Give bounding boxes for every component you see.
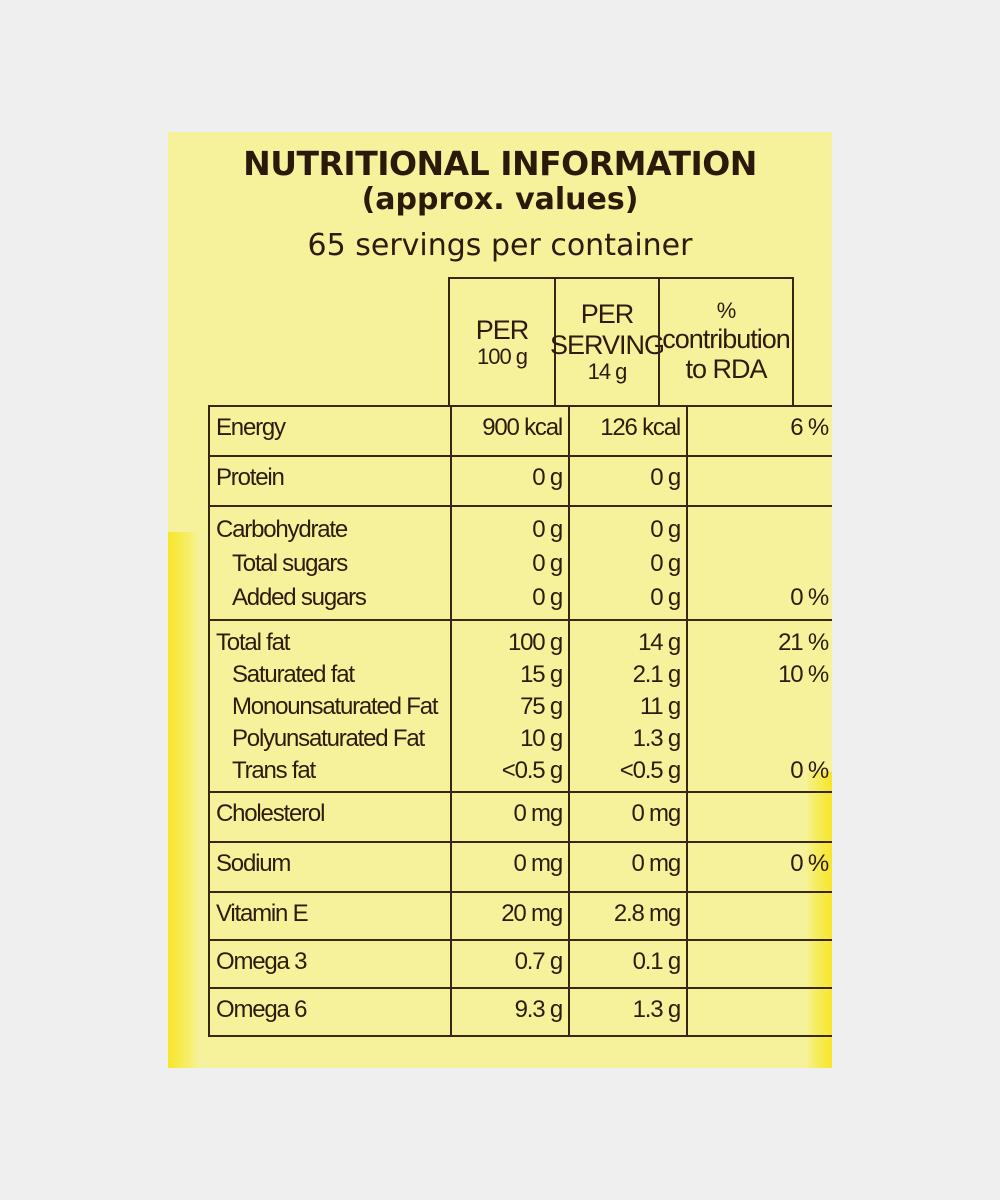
carbohydrate-per100: 0 g: [532, 516, 563, 543]
carb-per100: 0 g 0 g 0 g: [450, 505, 570, 621]
nutrition-label: NUTRITIONAL INFORMATION (approx. values)…: [168, 132, 832, 1068]
protein-serving: 0 g: [568, 455, 688, 507]
header-rda-line1: %: [716, 298, 737, 324]
poly-fat-per100: 10 g: [520, 725, 563, 752]
vitamin-e-serving: 2.8 mg: [568, 891, 688, 941]
added-sugars-rda: 0 %: [790, 584, 829, 611]
header-per-100g-line1: PER: [475, 314, 530, 345]
protein-per100: 0 g: [450, 455, 570, 507]
total-sugars-per100: 0 g: [532, 550, 563, 577]
total-sugars-label: Total sugars: [232, 550, 348, 577]
cholesterol-serving: 0 mg: [568, 791, 688, 843]
omega3-label: Omega 3: [208, 939, 452, 989]
fat-labels: Total fat Saturated fat Monounsaturated …: [208, 619, 452, 793]
mono-fat-serving: 11 g: [639, 693, 681, 720]
label-edge-left: [168, 532, 198, 1068]
mono-fat-per100: 75 g: [520, 693, 563, 720]
energy-label: Energy: [208, 405, 452, 457]
carbohydrate-label: Carbohydrate: [216, 516, 348, 543]
saturated-fat-per100: 15 g: [520, 661, 563, 688]
header-per-serving-line2: SERVING: [549, 329, 665, 360]
header-per-100g-line2: 100 g: [476, 343, 528, 369]
table-row-fat-group: Total fat Saturated fat Monounsaturated …: [208, 619, 832, 793]
cholesterol-label: Cholesterol: [208, 791, 452, 843]
sodium-serving: 0 mg: [568, 841, 688, 893]
header-rda: % contribution to RDA: [658, 279, 792, 405]
table-row-omega3: Omega 3 0.7 g 0.1 g: [208, 939, 832, 989]
sodium-per100: 0 mg: [450, 841, 570, 893]
carbohydrate-rda: [694, 513, 828, 547]
servings-text: 65 servings per container: [307, 228, 693, 263]
saturated-fat-label: Saturated fat: [232, 661, 355, 688]
saturated-fat-serving: 2.1 g: [632, 661, 682, 688]
poly-fat-label: Polyunsaturated Fat: [232, 725, 425, 752]
added-sugars-label: Added sugars: [232, 584, 367, 611]
total-sugars-rda: [694, 547, 828, 581]
mono-fat-label: Monounsaturated Fat: [232, 693, 439, 720]
vitamin-e-label: Vitamin E: [208, 891, 452, 941]
carb-labels: Carbohydrate Total sugars Added sugars: [208, 505, 452, 621]
omega3-rda: [686, 939, 832, 989]
table-row-energy: Energy 900 kcal 126 kcal 6 %: [208, 405, 832, 457]
trans-fat-label: Trans fat: [232, 757, 316, 784]
carb-serving: 0 g 0 g 0 g: [568, 505, 688, 621]
energy-rda: 6 %: [686, 405, 832, 457]
table-row-vitamin-e: Vitamin E 20 mg 2.8 mg: [208, 891, 832, 941]
header-rda-line3: to RDA: [685, 354, 767, 385]
omega6-serving: 1.3 g: [568, 987, 688, 1037]
total-sugars-serving: 0 g: [650, 550, 681, 577]
cholesterol-rda: [686, 791, 832, 843]
carbohydrate-serving: 0 g: [650, 516, 681, 543]
cholesterol-per100: 0 mg: [450, 791, 570, 843]
added-sugars-serving: 0 g: [650, 584, 681, 611]
poly-fat-rda: [694, 723, 828, 755]
vitamin-e-per100: 20 mg: [450, 891, 570, 941]
total-fat-label: Total fat: [216, 629, 290, 656]
sodium-label: Sodium: [208, 841, 452, 893]
trans-fat-rda: 0 %: [790, 757, 829, 784]
sodium-rda: 0 %: [686, 841, 832, 893]
trans-fat-per100: <0.5 g: [501, 757, 563, 784]
total-fat-per100: 100 g: [507, 629, 563, 656]
protein-label: Protein: [208, 455, 452, 507]
vitamin-e-rda: [686, 891, 832, 941]
column-headers: PER 100 g PER SERVING 14 g % contributio…: [448, 277, 794, 405]
header-per-serving: PER SERVING 14 g: [550, 279, 665, 405]
header-rda-line2: contribution: [662, 324, 791, 355]
label-title: NUTRITIONAL INFORMATION: [243, 144, 757, 183]
table-row-cholesterol: Cholesterol 0 mg 0 mg: [208, 791, 832, 843]
table-row-carbohydrate-group: Carbohydrate Total sugars Added sugars 0…: [208, 505, 832, 621]
label-subtitle: (approx. values): [361, 182, 639, 217]
saturated-fat-rda: 10 %: [778, 661, 829, 688]
protein-rda: [686, 455, 832, 507]
nutrition-table: Energy 900 kcal 126 kcal 6 % Protein 0 g…: [208, 405, 832, 1037]
header-per-serving-line3: 14 g: [587, 358, 628, 384]
total-fat-serving: 14 g: [638, 629, 681, 656]
omega6-label: Omega 6: [208, 987, 452, 1037]
table-row-protein: Protein 0 g 0 g: [208, 455, 832, 507]
omega6-per100: 9.3 g: [450, 987, 570, 1037]
header-per-100g: PER 100 g: [450, 279, 554, 405]
energy-per100: 900 kcal: [450, 405, 570, 457]
fat-per100: 100 g 15 g 75 g 10 g <0.5 g: [450, 619, 570, 793]
table-row-sodium: Sodium 0 mg 0 mg 0 %: [208, 841, 832, 893]
fat-rda: 21 % 10 % 0 %: [686, 619, 832, 793]
omega3-serving: 0.1 g: [568, 939, 688, 989]
poly-fat-serving: 1.3 g: [632, 725, 682, 752]
total-fat-rda: 21 %: [778, 629, 829, 656]
omega3-per100: 0.7 g: [450, 939, 570, 989]
table-row-omega6: Omega 6 9.3 g 1.3 g: [208, 987, 832, 1037]
energy-serving: 126 kcal: [568, 405, 688, 457]
carb-rda: 0 %: [686, 505, 832, 621]
omega6-rda: [686, 987, 832, 1037]
added-sugars-per100: 0 g: [532, 584, 563, 611]
trans-fat-serving: <0.5 g: [619, 757, 681, 784]
header-per-serving-line1: PER: [580, 299, 635, 330]
mono-fat-rda: [694, 691, 828, 723]
fat-serving: 14 g 2.1 g 11 g 1.3 g <0.5 g: [568, 619, 688, 793]
